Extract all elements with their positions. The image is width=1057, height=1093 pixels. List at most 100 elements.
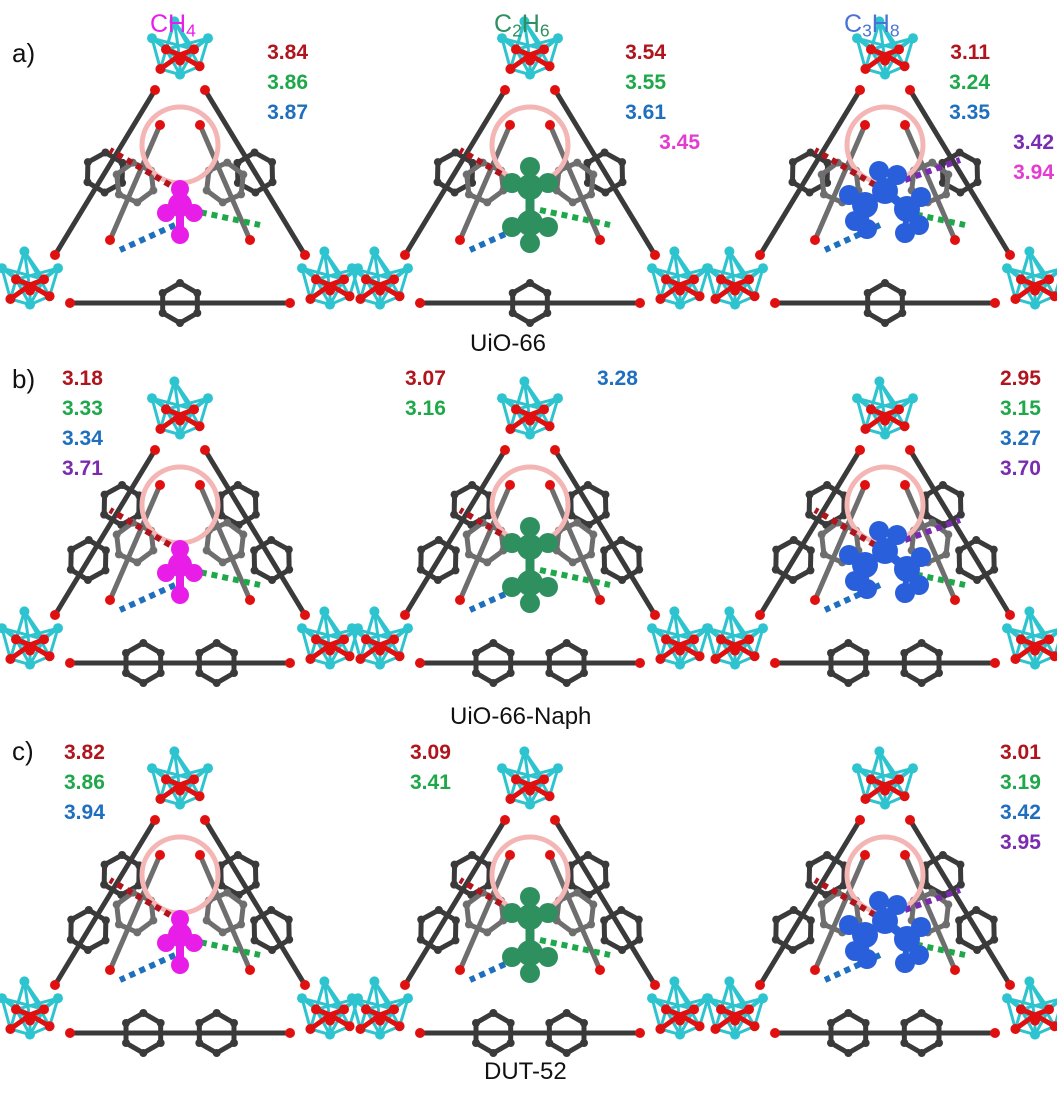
guest-atom (911, 187, 931, 207)
zr-atom (175, 799, 185, 810)
zr-o-bond (500, 766, 546, 781)
carbon-atom (218, 928, 227, 937)
guest-atom (502, 533, 522, 553)
carbon-atom (844, 639, 853, 647)
contact-line (903, 157, 962, 183)
linker-bond (52, 87, 158, 258)
carbon-atom (122, 1039, 131, 1047)
carbon-atom (133, 928, 142, 937)
oxygen-atom (300, 980, 310, 990)
zr-o-bond (522, 379, 552, 428)
linker-bond (812, 852, 868, 973)
distances-b-c2h6: 3.07 3.16 3.28 (405, 364, 665, 424)
carbon-atom (489, 1049, 498, 1057)
oxygen-atom (155, 850, 165, 860)
carbon-atom (823, 481, 832, 490)
carbon-atom (118, 158, 127, 167)
carbon-atom (193, 289, 202, 297)
carbon-atom (568, 558, 577, 567)
oxygen-atom (505, 480, 515, 490)
oxygen-atom (810, 595, 820, 605)
oxygen-atom (661, 274, 671, 285)
oxygen-atom (344, 1021, 355, 1032)
zr-o-bond (500, 36, 512, 71)
oxygen-atom (689, 274, 699, 285)
zr-o-bond (650, 626, 696, 641)
carbon-atom (101, 916, 110, 925)
distance-value: 3.42 (1013, 131, 1054, 154)
oxygen-atom (344, 291, 355, 302)
zr-o-bond (855, 396, 867, 431)
guest-atom (869, 161, 889, 181)
distances-b-ch4: 3.18 3.33 3.34 3.71 (62, 364, 132, 484)
oxygen-atom (716, 634, 726, 645)
carbon-atom (863, 289, 872, 297)
oxygen-atom (245, 235, 255, 245)
carbon-atom (827, 669, 836, 677)
carbon-atom (251, 860, 260, 869)
oxygen-atom (635, 658, 645, 668)
oxygen-atom (400, 610, 410, 620)
carbon-atom (587, 190, 596, 199)
oxygen-atom (866, 44, 876, 55)
guest-atom (517, 570, 543, 596)
contact-line (813, 507, 877, 548)
oxygen-atom (1016, 1004, 1026, 1015)
carbon-atom (122, 649, 131, 657)
carbon-atom (823, 158, 832, 167)
carbon-atom (229, 1019, 238, 1027)
carbon-atom (101, 546, 110, 555)
zr-atom (730, 1029, 740, 1040)
carbon-atom (928, 518, 937, 527)
carbon-atom (956, 860, 965, 869)
linker-bond (202, 817, 308, 988)
carbon-atom (101, 566, 110, 575)
carbon-atom (489, 1009, 498, 1017)
carbon-atom (101, 148, 110, 157)
guest-atom (520, 157, 540, 177)
oxygen-atom (899, 791, 910, 802)
distance-value: 3.07 (405, 367, 446, 390)
oxygen-atom (661, 1004, 671, 1015)
oxygen-atom (511, 774, 521, 785)
distance-value: 3.86 (267, 71, 308, 94)
contact-line (108, 147, 172, 188)
zr-atom (25, 299, 35, 310)
oxygen-atom (455, 235, 465, 245)
oxygen-atom (770, 298, 780, 308)
carbon-atom (483, 558, 492, 567)
carbon-atom (600, 916, 609, 925)
carbon-atom (861, 649, 870, 657)
oxygen-atom (305, 654, 316, 664)
carbon-atom (771, 935, 780, 944)
guest-atom (185, 934, 203, 952)
linker-bond (907, 447, 1013, 618)
carbon-atom (508, 309, 517, 317)
oxygen-atom (1016, 634, 1026, 645)
oxygen-atom (189, 404, 199, 415)
distance-value: 3.28 (597, 367, 638, 390)
carbon-atom (543, 289, 552, 297)
zr-o-bond (855, 766, 901, 781)
zr-atom (169, 376, 180, 387)
zr-atom (874, 746, 885, 757)
oxygen-atom (505, 850, 515, 860)
guest-atom (839, 185, 859, 205)
carbon-atom (122, 1019, 131, 1027)
carbon-atom (251, 188, 260, 197)
oxygen-atom (339, 634, 349, 645)
carbon-atom (433, 575, 442, 584)
carbon-atom (819, 190, 828, 199)
zr-atom (908, 393, 918, 404)
oxygen-atom (1049, 651, 1057, 662)
zr-o-bond (855, 396, 901, 411)
carbon-atom (83, 575, 92, 584)
zr-atom (1030, 299, 1040, 310)
carbon-atom (583, 158, 592, 167)
oxygen-atom (550, 85, 560, 95)
zr-o-bond (0, 626, 12, 661)
guest-atom (517, 174, 543, 200)
oxygen-atom (305, 294, 316, 304)
distance-value: 3.27 (1000, 427, 1041, 450)
oxygen-atom (355, 654, 366, 664)
